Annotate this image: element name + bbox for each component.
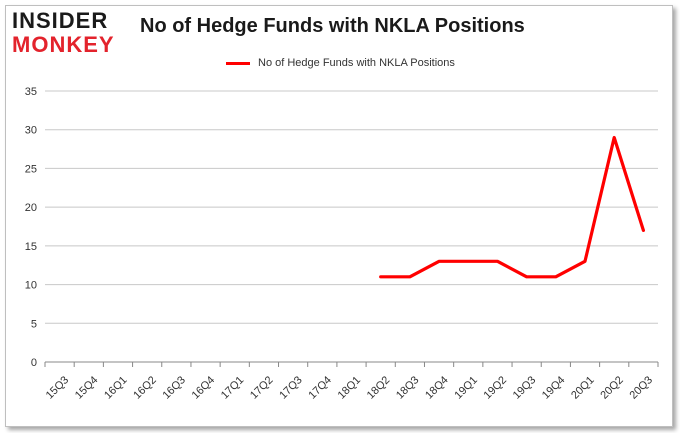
series-line (379, 135, 645, 279)
x-tick-label: 18Q4 (423, 374, 451, 402)
chart-frame (5, 5, 673, 427)
x-tick-label: 19Q2 (482, 374, 510, 402)
chart-legend: No of Hedge Funds with NKLA Positions (226, 55, 455, 71)
x-tick-label: 20Q3 (628, 374, 656, 402)
logo-line-2: MONKEY (12, 32, 115, 57)
x-tick-label: 17Q2 (248, 374, 276, 402)
y-tick-label: 35 (25, 86, 37, 98)
logo-line-1: INSIDER (12, 8, 109, 33)
y-tick-label: 30 (25, 125, 37, 137)
y-tick-label: 0 (31, 357, 37, 369)
x-tick-label: 20Q1 (569, 374, 597, 402)
x-tick-label: 16Q1 (102, 374, 130, 402)
legend-swatch (226, 61, 250, 65)
x-tick-label: 19Q1 (452, 374, 480, 402)
y-tick-label: 15 (25, 241, 37, 253)
x-tick-label: 15Q4 (73, 374, 101, 402)
x-tick-label: 16Q2 (131, 374, 159, 402)
x-tick-label: 18Q1 (336, 374, 364, 402)
y-tick-label: 5 (31, 318, 37, 330)
insider-monkey-logo: INSIDER MONKEY (10, 8, 130, 58)
y-tick-label: 10 (25, 280, 37, 292)
y-tick-label: 20 (25, 202, 37, 214)
x-tick-label: 18Q3 (394, 374, 422, 402)
x-tick-label: 19Q3 (511, 374, 539, 402)
x-tick-label: 19Q4 (540, 374, 568, 402)
x-tick-label: 16Q3 (160, 374, 188, 402)
x-tick-label: 17Q1 (219, 374, 247, 402)
legend-label: No of Hedge Funds with NKLA Positions (258, 57, 455, 69)
chart-title: No of Hedge Funds with NKLA Positions (140, 15, 525, 37)
y-tick-label: 25 (25, 163, 37, 175)
x-tick-label: 17Q3 (277, 374, 305, 402)
x-tick-label: 20Q2 (598, 374, 626, 402)
x-tick-label: 16Q4 (190, 374, 218, 402)
x-tick-label: 17Q4 (306, 374, 334, 402)
x-tick-label: 15Q3 (44, 374, 72, 402)
x-tick-label: 18Q2 (365, 374, 393, 402)
